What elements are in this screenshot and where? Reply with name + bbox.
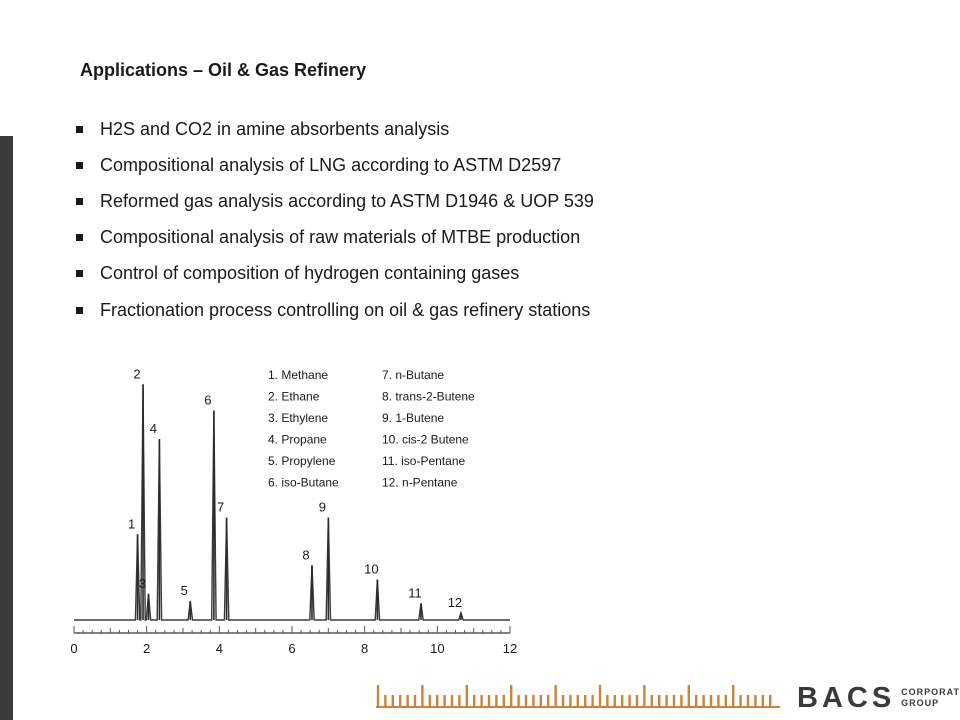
peak-label-5: 5 <box>181 583 188 598</box>
legend-entry-11: 11. iso-Pentane <box>382 454 465 468</box>
legend-entry-6: 6. iso-Butane <box>268 476 339 490</box>
legend-entry-5: 5. Propylene <box>268 454 336 468</box>
square-bullet-icon <box>76 234 83 242</box>
ruler-decoration <box>376 685 780 708</box>
bullet-item: Compositional analysis of raw materials … <box>72 220 594 256</box>
left-accent-bar <box>0 136 13 720</box>
x-tick-label-0: 0 <box>70 641 77 656</box>
peak-label-12: 12 <box>448 595 462 610</box>
page-title: Applications – Oil & Gas Refinery <box>80 60 367 80</box>
peak-label-10: 10 <box>364 562 378 577</box>
brand-logo: BACS CORPORATE GROUP <box>797 682 960 714</box>
peak-label-2: 2 <box>133 366 140 381</box>
peak-label-4: 4 <box>150 421 157 436</box>
bullet-item: Reformed gas analysis according to ASTM … <box>72 183 594 219</box>
legend-entry-2: 2. Ethane <box>268 390 320 404</box>
legend-entry-8: 8. trans-2-Butene <box>382 390 475 404</box>
legend-entry-10: 10. cis-2 Butene <box>382 433 469 447</box>
brand-subtitle: CORPORATE GROUP <box>901 687 960 709</box>
legend-entry-7: 7. n-Butane <box>382 368 444 382</box>
x-tick-label-6: 6 <box>288 641 295 656</box>
bullet-text: Fractionation process controlling on oil… <box>100 299 591 320</box>
square-bullet-icon <box>76 306 83 314</box>
peak-label-6: 6 <box>204 393 211 408</box>
brand-name: BACS <box>797 682 896 714</box>
peak-label-3: 3 <box>139 576 146 591</box>
bullet-item: Compositional analysis of LNG according … <box>72 147 594 183</box>
chromatogram-trace <box>74 384 510 621</box>
x-tick-label-4: 4 <box>216 641 223 656</box>
peak-label-11: 11 <box>408 585 422 600</box>
chromatogram-chart: 1 2 3 4 5 6 7 8 9 10 11 12 0 2 4 6 8 10 12 1. Methane 2. Eth… <box>30 355 550 665</box>
brand-sub-line1: CORPORATE <box>901 687 960 697</box>
bullet-text: Control of composition of hydrogen conta… <box>100 263 520 284</box>
bullet-list: H2S and CO2 in amine absorbents analysis… <box>72 111 594 328</box>
peak-label-1: 1 <box>128 516 135 531</box>
peak-label-8: 8 <box>302 547 309 562</box>
peak-label-7: 7 <box>217 500 224 515</box>
x-tick-label-2: 2 <box>143 641 150 656</box>
legend-entry-12: 12. n-Pentane <box>382 476 458 490</box>
square-bullet-icon <box>76 125 83 133</box>
square-bullet-icon <box>76 270 83 278</box>
legend-entry-1: 1. Methane <box>268 368 328 382</box>
brand-sub-line2: GROUP <box>901 698 940 708</box>
bullet-text: Compositional analysis of LNG according … <box>100 154 562 175</box>
legend-entry-4: 4. Propane <box>268 433 327 447</box>
bullet-text: H2S and CO2 in amine absorbents analysis <box>100 118 450 139</box>
bullet-item: Control of composition of hydrogen conta… <box>72 256 594 292</box>
bullet-text: Reformed gas analysis according to ASTM … <box>100 190 594 211</box>
x-tick-label-10: 10 <box>430 641 444 656</box>
legend-entry-3: 3. Ethylene <box>268 411 328 425</box>
x-tick-label-12: 12 <box>503 641 517 656</box>
square-bullet-icon <box>76 161 83 169</box>
legend-entry-9: 9. 1-Butene <box>382 411 444 425</box>
bullet-text: Compositional analysis of raw materials … <box>100 227 581 248</box>
bullet-item: H2S and CO2 in amine absorbents analysis <box>72 111 594 147</box>
peak-label-9: 9 <box>319 500 326 515</box>
square-bullet-icon <box>76 197 83 205</box>
x-tick-label-8: 8 <box>361 641 368 656</box>
bullet-item: Fractionation process controlling on oil… <box>72 292 594 328</box>
